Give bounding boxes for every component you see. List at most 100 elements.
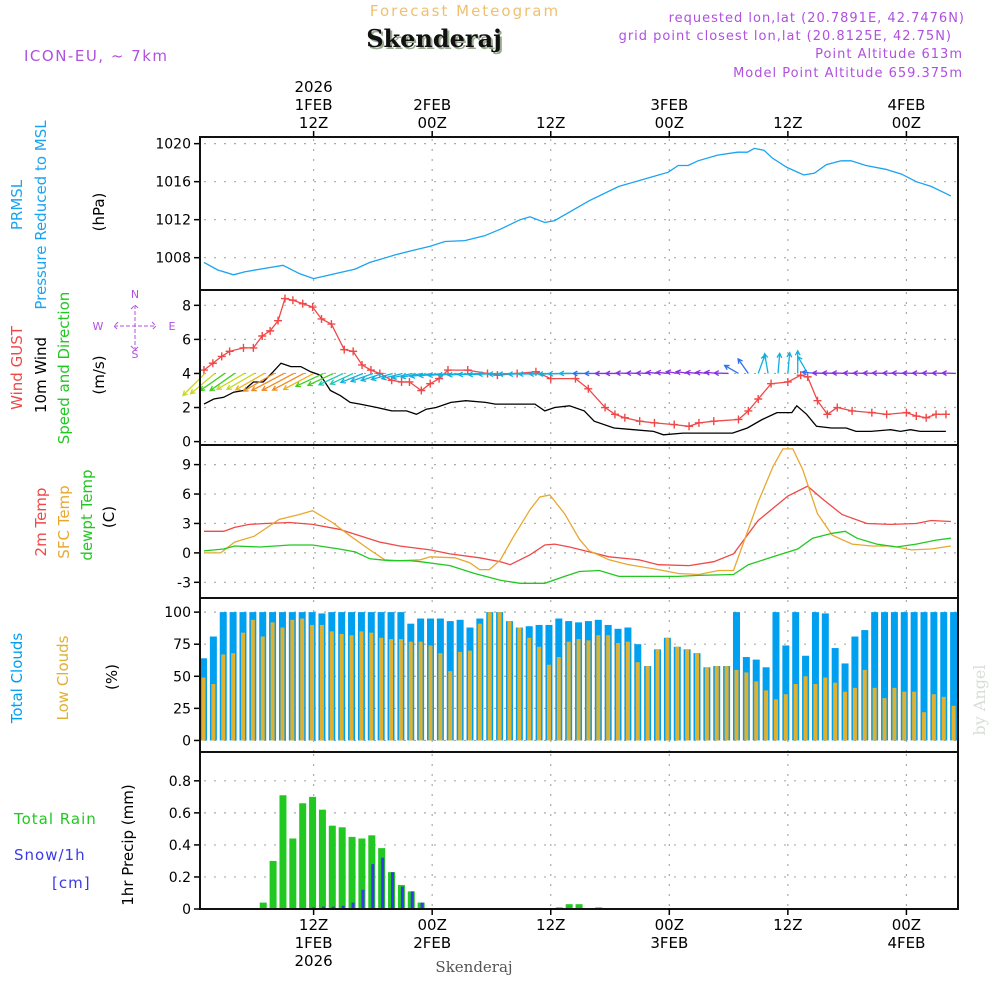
gust-marker xyxy=(349,347,358,356)
ylabel-celsius: (C) xyxy=(100,506,118,528)
time-label-top: 2FEB xyxy=(413,96,451,114)
gust-marker xyxy=(754,395,763,404)
total-cloud-bar xyxy=(792,612,800,741)
low-cloud-bar xyxy=(714,666,719,741)
series-line-dewpt-temp xyxy=(203,530,951,584)
grid-point-coords: grid point closest lon,lat (20.8125E, 42… xyxy=(619,29,952,44)
gust-marker xyxy=(601,403,610,412)
snow-bar xyxy=(361,889,365,909)
gust-marker xyxy=(571,374,580,383)
low-cloud-bar xyxy=(408,641,413,741)
time-label-top: 2026 xyxy=(295,78,333,96)
total-cloud-bar xyxy=(940,612,948,741)
total-cloud-bar xyxy=(821,613,829,741)
low-cloud-bar xyxy=(931,694,936,741)
y-tick-label: 0.6 xyxy=(169,806,191,822)
ylabel-sfc-temp: SFC Temp xyxy=(55,485,73,558)
y-tick-label: 25 xyxy=(173,701,191,717)
wind-arrow xyxy=(317,372,344,386)
wind-arrow xyxy=(359,372,383,383)
ylabel-total-clouds: Total Clouds xyxy=(8,633,26,725)
low-cloud-bar xyxy=(270,622,275,741)
gust-marker xyxy=(199,366,208,375)
wind-arrow xyxy=(329,372,354,385)
wind-arrow xyxy=(794,349,801,374)
gust-marker xyxy=(225,347,234,356)
gust-marker xyxy=(358,360,367,369)
ylabel-dewpt-temp: dewpt Temp xyxy=(78,469,96,560)
y-tick-label: 0 xyxy=(182,546,191,562)
gust-marker xyxy=(620,413,629,422)
wind-arrow xyxy=(306,372,334,387)
gust-marker xyxy=(208,359,217,368)
gust-marker xyxy=(941,410,950,419)
wind-arrow xyxy=(234,372,265,391)
low-cloud-bar xyxy=(892,687,897,741)
low-cloud-bar xyxy=(586,640,591,741)
low-cloud-bar xyxy=(517,627,522,741)
wind-arrow xyxy=(786,351,793,374)
low-cloud-bar xyxy=(310,624,315,741)
rain-bar xyxy=(299,803,307,909)
low-cloud-bar xyxy=(339,633,344,741)
low-cloud-bar xyxy=(882,698,887,741)
legend-snow: Snow/1h xyxy=(14,846,86,864)
wind-arrow xyxy=(271,372,305,391)
low-cloud-bar xyxy=(497,612,502,741)
compass-east: E xyxy=(169,320,176,333)
low-cloud-bar xyxy=(783,694,788,741)
snow-bar xyxy=(410,891,414,909)
wind-arrow xyxy=(282,372,314,391)
gust-marker xyxy=(813,396,822,405)
series-line-2m-temp xyxy=(204,485,951,567)
gust-marker xyxy=(912,412,921,421)
low-cloud-bar xyxy=(872,687,877,741)
snow-bar xyxy=(391,872,395,909)
total-cloud-bar xyxy=(811,612,819,741)
gust-marker xyxy=(405,377,414,386)
y-tick-label: 2 xyxy=(182,401,191,417)
wind-arrow xyxy=(380,372,403,381)
low-cloud-bar xyxy=(862,669,867,741)
wind-arrow xyxy=(225,372,255,390)
gust-marker xyxy=(317,314,326,323)
low-cloud-bar xyxy=(655,649,660,741)
low-cloud-bar xyxy=(477,623,482,741)
rain-bar xyxy=(279,795,287,909)
wind-arrow xyxy=(940,370,956,377)
gust-marker xyxy=(239,343,248,352)
ylabel-speed-direction: Speed and Direction xyxy=(55,292,73,445)
point-altitude: Point Altitude 613m xyxy=(815,47,963,62)
total-cloud-bar xyxy=(890,612,898,741)
total-cloud-bar xyxy=(782,645,790,741)
snow-bar xyxy=(331,906,335,909)
low-cloud-bar xyxy=(507,621,512,741)
gust-marker xyxy=(298,299,307,308)
low-cloud-bar xyxy=(329,631,334,741)
time-label-top: 12Z xyxy=(299,114,328,132)
time-label-top: 00Z xyxy=(655,114,684,132)
compass-icon: N S W E xyxy=(93,288,176,361)
low-cloud-bar xyxy=(685,649,690,741)
panel-pressure: 1008 1012 1016 1020 xyxy=(155,136,959,291)
wind-arrow xyxy=(261,372,295,391)
gust-marker xyxy=(217,352,226,361)
wind-arrow xyxy=(250,372,285,392)
y-tick-label: -3 xyxy=(177,575,191,591)
gust-marker xyxy=(635,417,644,426)
rain-bar xyxy=(309,796,317,909)
panel-frame xyxy=(199,751,959,910)
gust-marker xyxy=(867,408,876,417)
ylabel-10m-wind: 10m Wind xyxy=(32,337,50,413)
total-cloud-bar xyxy=(910,612,918,741)
gust-marker xyxy=(796,371,805,380)
wind-arrow xyxy=(762,352,769,374)
snow-bar xyxy=(381,857,385,909)
compass-south: S xyxy=(132,348,139,361)
low-cloud-bar xyxy=(290,619,295,741)
gust-marker xyxy=(266,326,275,335)
rain-bar xyxy=(269,860,277,909)
low-cloud-bar xyxy=(349,635,354,741)
total-cloud-bar xyxy=(772,612,780,741)
low-cloud-bar xyxy=(438,653,443,741)
